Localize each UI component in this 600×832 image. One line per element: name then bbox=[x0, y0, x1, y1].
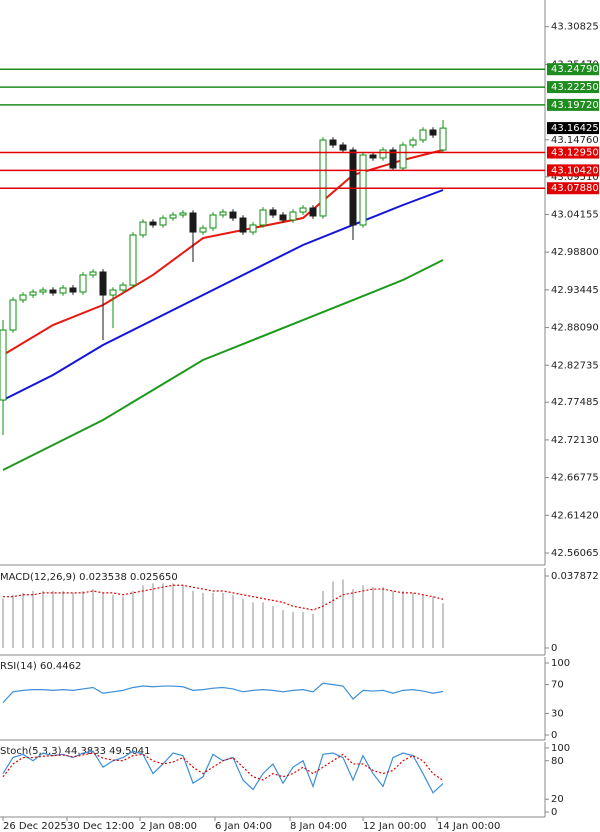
candle-body bbox=[29, 291, 37, 296]
candle-body bbox=[419, 129, 427, 141]
candle-body bbox=[159, 217, 167, 226]
y-tick-label: 100 bbox=[551, 743, 570, 754]
x-tick-label: 2 Jan 08:00 bbox=[140, 821, 197, 832]
y-tick-label: 43.09510 bbox=[551, 172, 599, 183]
candle-body bbox=[199, 227, 207, 233]
candle-body bbox=[389, 149, 397, 169]
candle-body bbox=[99, 271, 107, 296]
candle-body bbox=[269, 209, 277, 216]
candle-body bbox=[0, 329, 7, 401]
candle-body bbox=[339, 144, 347, 151]
y-tick-label: 0.037872 bbox=[551, 571, 599, 582]
level-label: 43.24790 bbox=[551, 64, 599, 75]
indicator-line bbox=[3, 584, 444, 611]
x-tick-label: 30 Dec 12:00 bbox=[67, 821, 134, 832]
y-tick-label: 0 bbox=[551, 730, 557, 741]
candle-body bbox=[129, 234, 137, 286]
y-tick-label: 20 bbox=[551, 794, 564, 805]
y-tick-label: 42.88090 bbox=[551, 323, 599, 334]
candle-body bbox=[19, 294, 27, 301]
candle-body bbox=[359, 154, 367, 226]
y-tick-label: 30 bbox=[551, 708, 564, 719]
indicator-line bbox=[2, 752, 444, 781]
y-tick-label: 80 bbox=[551, 756, 564, 767]
level-label: 43.12950 bbox=[551, 148, 599, 159]
y-tick-label: 42.72130 bbox=[551, 435, 599, 446]
indicator-label: MACD(12,26,9) 0.023538 0.025650 bbox=[0, 572, 178, 583]
level-label: 43.10420 bbox=[551, 165, 599, 176]
candle-body bbox=[59, 287, 67, 294]
y-tick-label: 0 bbox=[551, 643, 557, 654]
candle-body bbox=[89, 271, 97, 276]
y-tick-label: 43.04155 bbox=[551, 209, 599, 220]
y-tick-label: 42.56065 bbox=[551, 548, 599, 559]
candle-body bbox=[49, 289, 57, 294]
y-tick-label: 42.66775 bbox=[551, 473, 599, 484]
level-label-box bbox=[547, 98, 599, 111]
candle-body bbox=[139, 221, 147, 236]
y-tick-label: 43.30825 bbox=[551, 22, 599, 33]
moving-average bbox=[2, 189, 444, 401]
candle-body bbox=[409, 139, 417, 146]
candle-body bbox=[399, 144, 407, 169]
y-tick-label: 42.93445 bbox=[551, 285, 599, 296]
last-price-label: 43.16425 bbox=[551, 123, 599, 134]
candle-body bbox=[119, 284, 127, 291]
candle-body bbox=[79, 274, 87, 293]
candle-body bbox=[149, 221, 157, 226]
candle-body bbox=[329, 139, 337, 146]
last-price-box bbox=[547, 122, 599, 135]
moving-average bbox=[2, 259, 444, 471]
candle-body bbox=[249, 224, 257, 233]
candle-body bbox=[219, 211, 227, 216]
level-label: 43.19720 bbox=[551, 100, 599, 111]
level-label-box bbox=[547, 182, 599, 195]
y-tick-label: 42.98800 bbox=[551, 247, 599, 258]
x-tick-label: 26 Dec 2025 bbox=[3, 821, 67, 832]
candle-body bbox=[379, 149, 387, 159]
y-tick-label: 43.14760 bbox=[551, 135, 599, 146]
y-tick-label: 100 bbox=[551, 658, 570, 669]
candle-body bbox=[169, 214, 177, 219]
level-label-box bbox=[547, 81, 599, 94]
candle-body bbox=[299, 207, 307, 213]
moving-average bbox=[2, 149, 444, 356]
y-tick-label: 42.77485 bbox=[551, 397, 599, 408]
x-tick-label: 8 Jan 04:00 bbox=[290, 821, 347, 832]
candle-body bbox=[209, 214, 217, 229]
indicator-line bbox=[2, 682, 444, 704]
candle-body bbox=[429, 129, 437, 136]
candle-body bbox=[319, 139, 327, 217]
candle-body bbox=[439, 127, 447, 151]
indicator-label: RSI(14) 60.4462 bbox=[0, 661, 81, 672]
candle-body bbox=[229, 211, 237, 219]
level-label-box bbox=[547, 164, 599, 177]
y-tick-label: 0 bbox=[551, 807, 557, 818]
level-label: 43.07880 bbox=[551, 183, 599, 194]
candle-body bbox=[69, 287, 77, 293]
x-tick-label: 14 Jan 00:00 bbox=[437, 821, 500, 832]
candle-body bbox=[189, 212, 197, 233]
level-label-box bbox=[547, 63, 599, 76]
y-tick-label: 42.61420 bbox=[551, 510, 599, 521]
y-tick-label: 70 bbox=[551, 680, 564, 691]
candle-body bbox=[259, 209, 267, 226]
candle-body bbox=[309, 207, 317, 217]
candle-body bbox=[279, 214, 287, 221]
candle-body bbox=[289, 211, 297, 221]
candle-body bbox=[9, 299, 17, 331]
level-label-box bbox=[547, 146, 599, 159]
x-tick-label: 6 Jan 04:00 bbox=[215, 821, 272, 832]
candle-body bbox=[179, 212, 187, 216]
candle-body bbox=[369, 154, 377, 159]
indicator-label: Stoch(5,3,3) 44.3833 49.5041 bbox=[0, 746, 151, 757]
candle-body bbox=[239, 217, 247, 233]
candle-body bbox=[109, 289, 117, 296]
x-tick-label: 12 Jan 00:00 bbox=[363, 821, 426, 832]
y-tick-label: 42.82735 bbox=[551, 360, 599, 371]
level-label: 43.22250 bbox=[551, 82, 599, 93]
candle-body bbox=[39, 289, 47, 293]
